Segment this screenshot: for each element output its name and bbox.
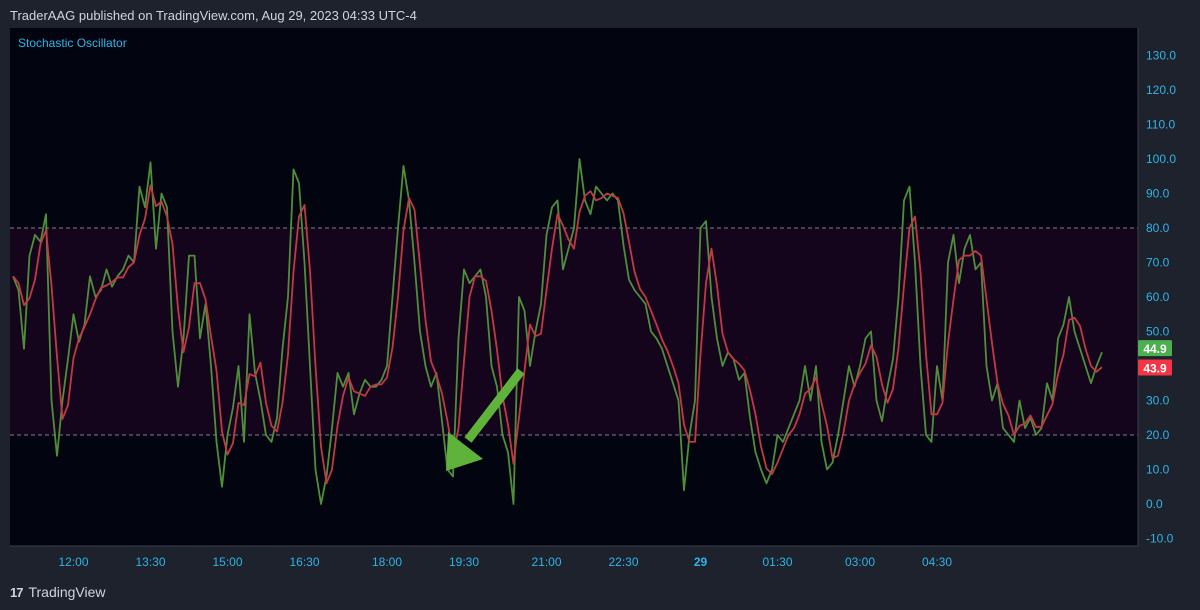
d-value-badge xyxy=(1138,359,1172,376)
x-tick-label: 16:30 xyxy=(289,555,319,569)
publish-attribution: TraderAAG published on TradingView.com, … xyxy=(10,8,417,23)
y-tick-label: 130.0 xyxy=(1146,49,1176,63)
x-tick-label: 03:00 xyxy=(845,555,875,569)
annotation-arrow-head xyxy=(446,432,483,471)
tradingview-footer[interactable]: 17 TradingView xyxy=(10,584,106,600)
k-value-label: 44.9 xyxy=(1143,342,1167,356)
d-value-label: 43.9 xyxy=(1143,362,1167,376)
x-tick-label: 18:00 xyxy=(372,555,402,569)
x-tick-label: 13:30 xyxy=(135,555,165,569)
y-tick-label: -10.0 xyxy=(1146,532,1174,546)
k-value-badge xyxy=(1138,340,1172,357)
y-tick-label: 70.0 xyxy=(1146,256,1170,270)
y-tick-label: 30.0 xyxy=(1146,394,1170,408)
x-tick-label: 15:00 xyxy=(212,555,242,569)
annotation-arrow-shaft xyxy=(464,368,525,443)
x-tick-label: 12:00 xyxy=(58,555,88,569)
x-tick-label: 19:30 xyxy=(449,555,479,569)
tradingview-logo-icon: 17 xyxy=(10,584,24,600)
y-tick-label: 110.0 xyxy=(1146,118,1175,132)
tradingview-brand: TradingView xyxy=(28,584,106,600)
x-tick-label: 01:30 xyxy=(762,555,792,569)
k-line xyxy=(12,158,1103,505)
y-tick-label: 80.0 xyxy=(1146,221,1170,235)
y-tick-label: 90.0 xyxy=(1146,187,1170,201)
y-tick-label: 50.0 xyxy=(1146,325,1170,339)
x-tick-label: 29 xyxy=(694,555,708,569)
y-tick-label: 100.0 xyxy=(1146,152,1176,166)
x-tick-label: 04:30 xyxy=(922,555,952,569)
y-tick-label: 20.0 xyxy=(1146,428,1170,442)
y-tick-label: 60.0 xyxy=(1146,290,1170,304)
x-tick-label: 21:00 xyxy=(531,555,561,569)
y-tick-label: 120.0 xyxy=(1146,83,1176,97)
band-fill xyxy=(10,228,1138,435)
indicator-title[interactable]: Stochastic Oscillator xyxy=(18,36,127,50)
d-line xyxy=(12,184,1103,485)
y-tick-label: 10.0 xyxy=(1146,463,1170,477)
y-tick-label: 0.0 xyxy=(1146,497,1163,511)
x-tick-label: 22:30 xyxy=(608,555,638,569)
